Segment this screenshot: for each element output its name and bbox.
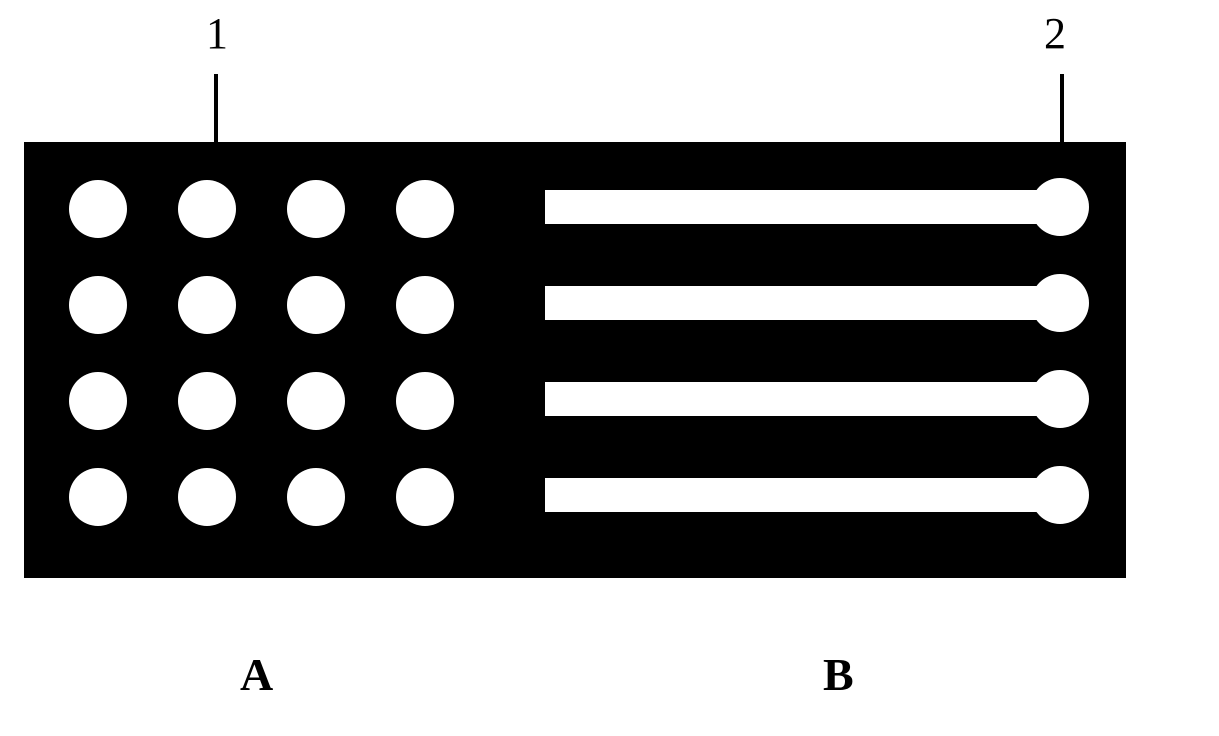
label-2: 2 [1044,8,1066,59]
bar-b-r4 [545,478,1061,512]
dot-a-r1c4 [396,180,454,238]
bar-b-r3 [545,382,1061,416]
dot-a-r1c2 [178,180,236,238]
label-1: 1 [206,8,228,59]
dot-a-r4c3 [287,468,345,526]
dot-a-r2c4 [396,276,454,334]
dot-a-r4c2 [178,468,236,526]
end-circle-b-r3 [1031,370,1089,428]
dot-a-r3c3 [287,372,345,430]
dot-a-r1c3 [287,180,345,238]
end-circle-b-r1 [1031,178,1089,236]
dot-a-r2c1 [69,276,127,334]
dot-a-r2c3 [287,276,345,334]
bar-b-r1 [545,190,1061,224]
dot-a-r3c2 [178,372,236,430]
label-b: B [823,648,854,701]
dot-a-r3c4 [396,372,454,430]
black-panel [24,142,1126,578]
dot-a-r2c2 [178,276,236,334]
dot-a-r3c1 [69,372,127,430]
dot-a-r1c1 [69,180,127,238]
dot-a-r4c1 [69,468,127,526]
bar-b-r2 [545,286,1061,320]
dot-a-r4c4 [396,468,454,526]
end-circle-b-r4 [1031,466,1089,524]
end-circle-b-r2 [1031,274,1089,332]
label-a: A [240,648,273,701]
